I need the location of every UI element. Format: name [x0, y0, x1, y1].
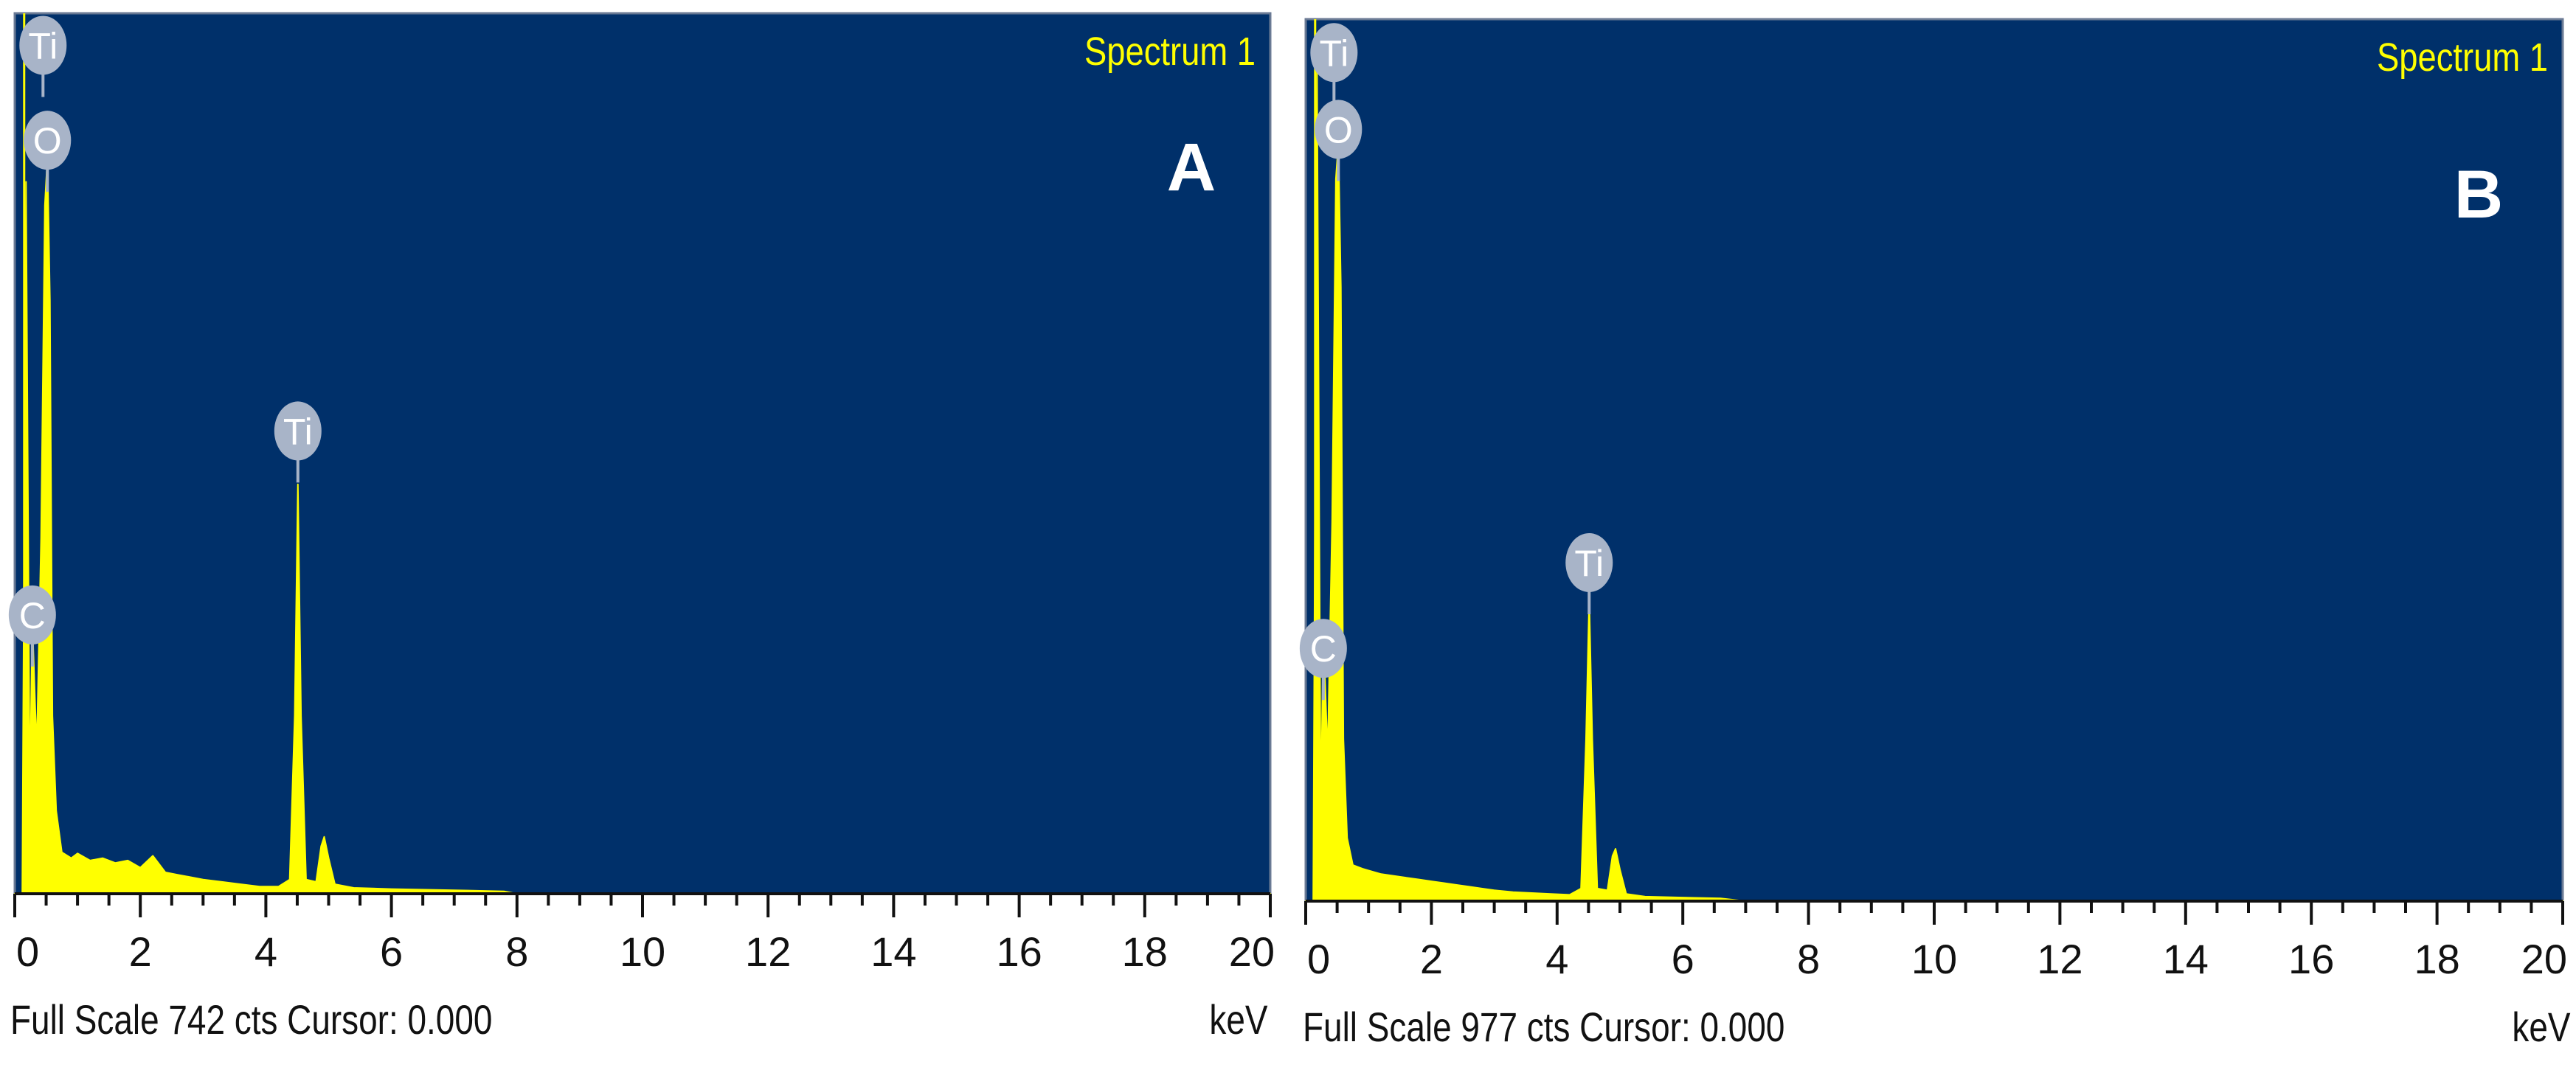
x-tick-label: 10 — [1911, 936, 1957, 982]
x-tick-label: 10 — [620, 928, 665, 975]
element-marker-o: O — [1315, 100, 1363, 181]
element-marker-o: O — [24, 111, 72, 192]
marker-badge — [1310, 23, 1358, 83]
x-axis-unit-label: keV — [1208, 996, 1267, 1043]
x-tick-label: 2 — [129, 928, 152, 975]
element-marker-c: C — [1299, 619, 1347, 701]
element-marker-ti: Ti — [274, 401, 322, 483]
spectrum-name-label: Spectrum 1 — [1084, 29, 1256, 74]
spectrum-name-label: Spectrum 1 — [2377, 35, 2548, 80]
spectrum-trace — [1305, 60, 2563, 902]
element-marker-ti: Ti — [1565, 532, 1613, 614]
marker-label: Ti — [1574, 543, 1604, 584]
marker-badge — [8, 585, 56, 645]
element-marker-ti: Ti — [19, 15, 67, 97]
marker-label: Ti — [283, 411, 313, 452]
marker-badge — [24, 111, 72, 170]
x-tick-label: 12 — [745, 928, 791, 975]
spectrum-panel-a: Ti O C Ti Spectrum 1 A 0 2 4 6 8 10 12 14 16 18 20 Full … — [0, 0, 1284, 1084]
spectrum-panel-b: Ti O C Ti Spectrum 1 B 0 2 4 6 8 10 12 14 16 18 20 Full … — [1292, 0, 2576, 1084]
marker-label: O — [33, 120, 62, 161]
x-tick-label: 16 — [2288, 936, 2334, 982]
x-tick-label: 4 — [1545, 936, 1568, 982]
marker-label: Ti — [28, 25, 58, 66]
spectrum-chart-a: Ti O C Ti Spectrum 1 A 0 2 4 6 8 10 12 14 16 18 20 — [8, 12, 1275, 975]
x-axis-unit-label: keV — [2511, 1004, 2570, 1050]
marker-label: C — [1310, 628, 1337, 670]
x-tick-label: 18 — [2414, 936, 2459, 982]
x-tick-label: 20 — [2521, 936, 2567, 982]
x-tick-label: 0 — [1307, 936, 1330, 982]
x-tick-label: 12 — [2037, 936, 2082, 982]
marker-badge — [1299, 619, 1347, 678]
x-tick-label: 8 — [1797, 936, 1820, 982]
x-tick-label: 4 — [255, 928, 277, 975]
x-tick-label: 8 — [505, 928, 528, 975]
element-marker-c: C — [8, 585, 56, 667]
marker-label: Ti — [1319, 32, 1348, 74]
panel-label: B — [2454, 157, 2503, 232]
spectrum-chart-b: Ti O C Ti Spectrum 1 B 0 2 4 6 8 10 12 14 16 18 20 — [1299, 18, 2567, 982]
marker-label: C — [19, 595, 46, 636]
marker-badge — [19, 15, 67, 75]
x-tick-label: 18 — [1122, 928, 1168, 975]
x-tick-label: 2 — [1420, 936, 1443, 982]
x-tick-label: 6 — [1672, 936, 1694, 982]
x-tick-label: 16 — [996, 928, 1042, 975]
panel-label: A — [1167, 130, 1216, 205]
marker-badge — [1565, 532, 1613, 592]
marker-badge — [1315, 100, 1363, 159]
marker-label: O — [1324, 109, 1353, 150]
marker-badge — [274, 401, 322, 461]
x-tick-label: 20 — [1229, 928, 1275, 975]
plot-background — [1306, 19, 2563, 901]
x-tick-label: 6 — [380, 928, 403, 975]
full-scale-readout: Full Scale 742 cts Cursor: 0.000 — [10, 996, 493, 1043]
full-scale-readout: Full Scale 977 cts Cursor: 0.000 — [1303, 1004, 1785, 1050]
x-tick-label: 0 — [16, 928, 39, 975]
plot-background — [15, 13, 1270, 894]
x-tick-label: 14 — [870, 928, 916, 975]
x-tick-label: 14 — [2163, 936, 2209, 982]
element-marker-ti: Ti — [1310, 23, 1358, 105]
